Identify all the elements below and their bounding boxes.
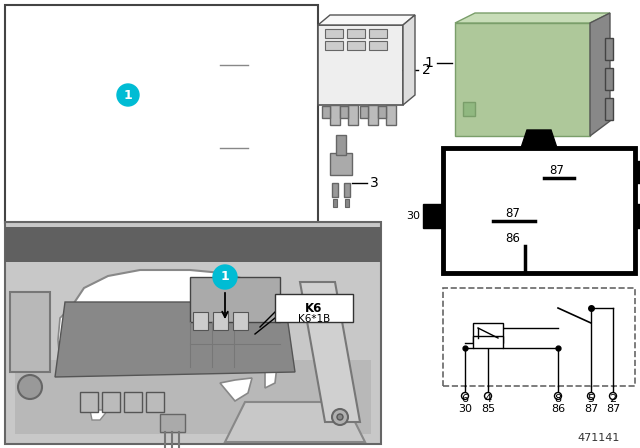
Bar (386, 105, 396, 125)
Bar (10, 292, 50, 372)
Text: 30: 30 (406, 211, 420, 221)
Text: 87: 87 (584, 404, 598, 414)
Text: 87: 87 (606, 404, 620, 414)
Bar (322, 106, 330, 118)
Text: 87: 87 (506, 207, 520, 220)
Text: 86: 86 (551, 404, 565, 414)
Bar (605, 68, 613, 90)
Bar (423, 204, 443, 228)
Bar (455, 23, 590, 136)
Circle shape (117, 84, 139, 106)
Polygon shape (300, 282, 360, 422)
Text: 2: 2 (609, 394, 616, 404)
Bar (348, 105, 358, 125)
Bar (473, 336, 503, 348)
Circle shape (609, 392, 616, 400)
Polygon shape (265, 293, 280, 388)
Circle shape (588, 392, 595, 400)
Text: 3: 3 (370, 176, 379, 190)
Text: 85: 85 (481, 404, 495, 414)
Bar (635, 204, 640, 228)
Polygon shape (55, 302, 295, 377)
Text: 2: 2 (422, 63, 431, 77)
Text: 1: 1 (221, 271, 229, 284)
Bar (275, 294, 353, 322)
Bar (124, 392, 142, 412)
Text: 8: 8 (554, 394, 561, 404)
Circle shape (484, 392, 492, 400)
Polygon shape (58, 310, 68, 370)
Bar (369, 41, 387, 50)
Polygon shape (90, 410, 108, 420)
Bar (160, 414, 185, 432)
Bar (463, 102, 475, 116)
Circle shape (80, 335, 90, 345)
Text: 6: 6 (461, 394, 468, 404)
Bar (347, 41, 365, 50)
Bar (5, 227, 381, 262)
Polygon shape (68, 270, 278, 415)
Polygon shape (225, 402, 365, 442)
Text: 86: 86 (506, 232, 520, 245)
Text: 87: 87 (550, 164, 564, 177)
Bar (190, 277, 280, 322)
Bar (473, 323, 503, 343)
Bar (336, 135, 346, 155)
Bar (213, 312, 228, 330)
Circle shape (554, 392, 561, 400)
Bar (345, 199, 349, 207)
Bar (368, 105, 378, 125)
Bar (605, 38, 613, 60)
Bar (233, 312, 248, 330)
Bar (193, 312, 208, 330)
Text: K6: K6 (305, 302, 323, 314)
Bar (635, 161, 640, 183)
Polygon shape (218, 283, 252, 303)
Circle shape (337, 414, 343, 420)
Text: 4: 4 (484, 394, 492, 404)
Polygon shape (590, 13, 610, 136)
Bar (102, 392, 120, 412)
Bar (443, 148, 635, 273)
Text: 1: 1 (124, 89, 132, 102)
Bar (443, 288, 635, 386)
Text: 471141: 471141 (578, 433, 620, 443)
Bar (325, 41, 343, 50)
Bar (340, 106, 348, 118)
Polygon shape (403, 15, 415, 105)
Bar (333, 199, 337, 207)
Bar (347, 29, 365, 38)
Bar (330, 153, 352, 175)
Polygon shape (220, 378, 252, 401)
Text: K6*1B: K6*1B (298, 314, 330, 324)
Bar (330, 105, 340, 125)
Bar (369, 29, 387, 38)
Bar (325, 29, 343, 38)
Circle shape (213, 265, 237, 289)
Circle shape (18, 375, 42, 399)
Bar (5, 222, 381, 444)
Text: 30: 30 (458, 404, 472, 414)
Polygon shape (318, 15, 415, 25)
Text: 5: 5 (588, 394, 595, 404)
Bar (332, 183, 338, 197)
Bar (360, 106, 368, 118)
Bar (15, 360, 371, 434)
Circle shape (461, 392, 468, 400)
Circle shape (332, 409, 348, 425)
Bar (80, 392, 98, 412)
Bar (344, 183, 350, 197)
Bar (605, 98, 613, 120)
Polygon shape (521, 130, 557, 148)
Text: 1: 1 (424, 56, 433, 70)
Bar (378, 106, 386, 118)
Bar (146, 392, 164, 412)
Polygon shape (455, 13, 610, 23)
Bar (318, 25, 403, 105)
Bar (5, 5, 318, 223)
